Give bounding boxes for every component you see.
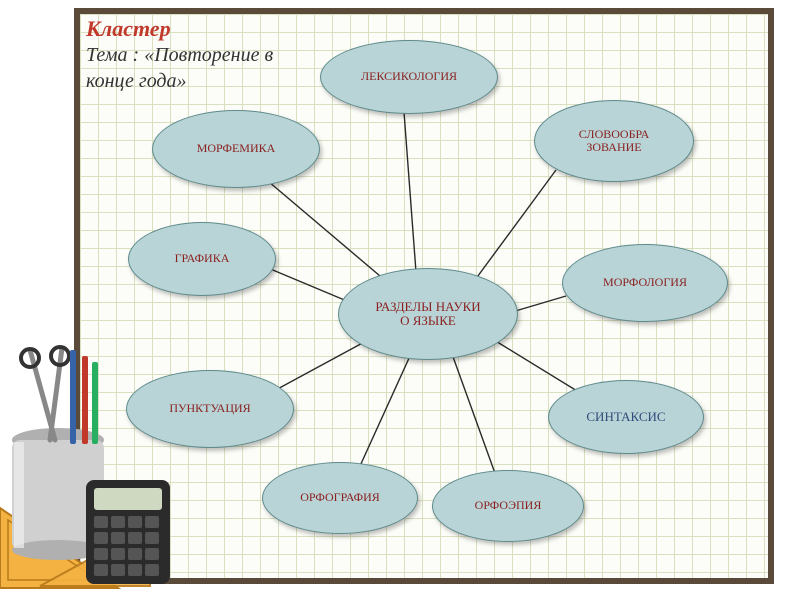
spoke-node-sintaksis: СИНТАКСИС — [548, 380, 704, 454]
title-sub-line1: Тема : «Повторение в — [86, 44, 273, 67]
spoke-node-grafika: ГРАФИКА — [128, 222, 276, 296]
spoke-node-morfologia: МОРФОЛОГИЯ — [562, 244, 728, 322]
spoke-node-orfografia: ОРФОГРАФИЯ — [262, 462, 418, 534]
title-sub-line2: конце года» — [86, 70, 187, 93]
spoke-node-orfoepia: ОРФОЭПИЯ — [432, 470, 584, 542]
school-supplies-illustration — [0, 330, 180, 590]
spoke-node-morfemika: МОРФЕМИКА — [152, 110, 320, 188]
slide-stage: Кластер Тема : «Повторение в конце года»… — [0, 0, 800, 600]
spoke-node-leksikologia: ЛЕКСИКОЛОГИЯ — [320, 40, 498, 114]
spoke-node-slovoobrazovanie: СЛОВООБРАЗОВАНИЕ — [534, 100, 694, 182]
title-main: Кластер — [86, 16, 171, 42]
center-node: РАЗДЕЛЫ НАУКИО ЯЗЫКЕ — [338, 268, 518, 360]
